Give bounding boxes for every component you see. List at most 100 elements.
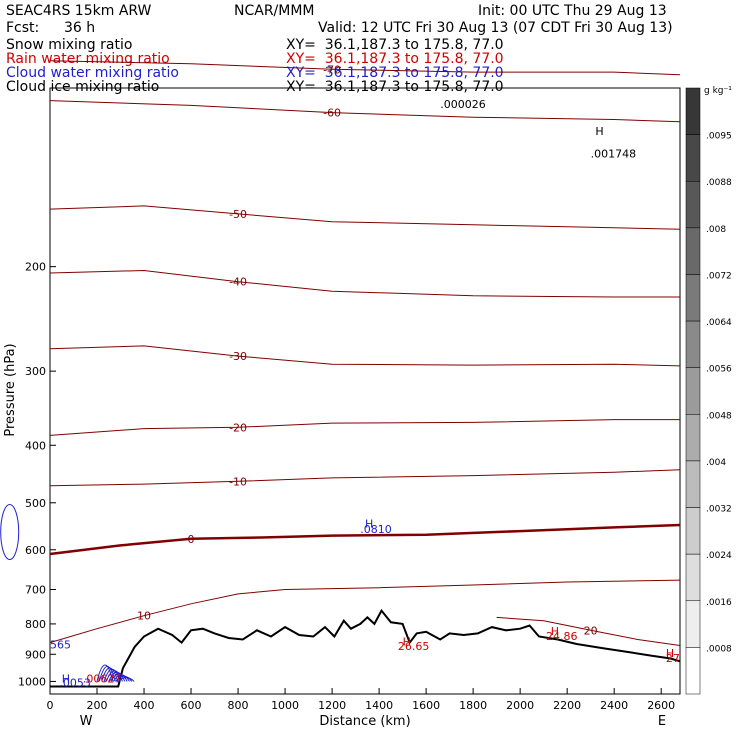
- y-tick-label: 900: [25, 648, 46, 661]
- contour-label: -20: [229, 421, 247, 434]
- colorbar-label: .0064: [706, 318, 732, 328]
- colorbar-label: .0048: [706, 411, 732, 421]
- field-name-cloudwater: Cloud water mixing ratio: [6, 65, 179, 81]
- cloud-contour: [110, 672, 128, 682]
- y-tick-label: 700: [25, 584, 46, 597]
- cloud-contour: [0, 503, 20, 560]
- y-tick-label: 600: [25, 544, 46, 557]
- colorbar-swatch: [685, 180, 701, 229]
- dir-east: E: [658, 714, 666, 729]
- colorbar-label: .0032: [706, 505, 732, 515]
- colorbar-label: .0095: [706, 132, 732, 142]
- colorbar-label: .0008: [706, 644, 732, 654]
- x-tick-label: 2600: [647, 699, 675, 712]
- annotations: .000026H.001748H.0810H26.65H24.86H27565H…: [50, 98, 680, 690]
- contour-label: 20: [584, 624, 598, 637]
- valid-time: Valid: 12 UTC Fri 30 Aug 13 (07 CDT Fri …: [318, 20, 673, 36]
- contour-label: 0: [188, 533, 195, 546]
- annotation-label: 24.86: [546, 630, 578, 643]
- y-tick-label: 500: [25, 497, 46, 510]
- cloud-contours: [0, 503, 135, 682]
- y-axis-label: Pressure (hPa): [3, 343, 18, 436]
- contour-line: [49, 523, 681, 556]
- x-tick-label: 0: [47, 699, 54, 712]
- y-tick-label: 300: [25, 365, 46, 378]
- annotation-label: H: [62, 673, 70, 686]
- fcst-label: Fcst:: [6, 20, 40, 36]
- dir-west: W: [80, 714, 93, 729]
- annotation-label: .0053: [59, 677, 91, 690]
- x-tick-label: 1600: [412, 699, 440, 712]
- x-tick-label: 800: [228, 699, 249, 712]
- colorbar-swatch: [685, 414, 701, 462]
- x-tick-label: 2400: [600, 699, 628, 712]
- cloud-contour: [113, 674, 130, 682]
- annotation-label: .000026: [440, 98, 486, 111]
- fcst-value: 36 h: [64, 20, 96, 36]
- annotation-label: H: [365, 517, 373, 530]
- contour-line: [49, 579, 681, 644]
- contour-label: -50: [229, 208, 247, 221]
- annotation-label: .001748: [591, 148, 637, 161]
- x-axis: 0 200 400 600 800 1000 1200 1400 1600 1800 2000 220…: [47, 688, 675, 712]
- cloud-contour: [117, 677, 135, 682]
- cloud-contour: [115, 675, 133, 682]
- contour-line: [49, 60, 681, 76]
- colorbar-swatch: [685, 274, 701, 322]
- y-tick-label: 400: [25, 439, 46, 452]
- temperature-contours: -70 -60 -50 -40 -30 -20 -10 0 10 20: [49, 60, 681, 646]
- cloud-contour: [105, 670, 123, 682]
- x-tick-label: 1200: [318, 699, 346, 712]
- terrain-profile: [50, 608, 681, 688]
- contour-label: -60: [323, 107, 341, 120]
- colorbar-swatch: [685, 87, 701, 135]
- contour-line: [49, 345, 681, 367]
- x-tick-label: 1000: [271, 699, 299, 712]
- colorbar-swatch: [685, 647, 701, 695]
- contour-line: [49, 100, 681, 123]
- colorbar: .0095 .0088 .008 .0072 .0064 .0056 .0048 .004 .0…: [685, 87, 732, 695]
- colorbar-swatch: [685, 553, 701, 602]
- contour-line: [496, 616, 681, 646]
- plot-area: [49, 87, 681, 695]
- annotation-label: 27: [666, 652, 680, 665]
- contour-line: [49, 469, 681, 487]
- field-name-cloudice: Cloud ice mixing ratio: [6, 79, 160, 95]
- contour-label: -30: [229, 350, 247, 363]
- contour-line: [49, 419, 680, 436]
- org-title: NCAR/MMM: [234, 3, 315, 19]
- annotation-label: .0810: [360, 523, 392, 536]
- y-tick-label: 1000: [18, 675, 46, 688]
- annotation-label: H: [595, 125, 603, 138]
- cloud-contour: [108, 671, 126, 682]
- colorbar-label: .0072: [706, 271, 732, 281]
- colorbar-swatch: [685, 600, 701, 648]
- y-tick-label: 800: [25, 618, 46, 631]
- annotation-label: H: [666, 647, 674, 660]
- contour-label: -40: [229, 276, 247, 289]
- colorbar-label: .0024: [706, 551, 732, 561]
- field-xy-cloudice: XY= 36.1,187.3 to 175.8, 77.0: [286, 79, 504, 95]
- annotation-label: 26.65: [398, 640, 430, 653]
- x-axis-label: Distance (km): [319, 714, 410, 729]
- annotation-label: H: [403, 636, 411, 649]
- colorbar-label: .0056: [706, 365, 732, 375]
- colorbar-label: .0016: [706, 598, 732, 608]
- x-tick-label: 2000: [506, 699, 534, 712]
- colorbar-label: .0088: [706, 178, 732, 188]
- colorbar-swatch: [685, 507, 701, 555]
- field-xy-cloudwater: XY= 36.1,187.3 to 175.8, 77.0: [286, 65, 504, 81]
- annotation-label: 565: [50, 638, 71, 651]
- field-xy-rain: XY= 36.1,187.3 to 175.8, 77.0: [286, 51, 504, 67]
- x-tick-label: 400: [134, 699, 155, 712]
- contour-label: 10: [137, 610, 151, 623]
- x-tick-label: 1400: [365, 699, 393, 712]
- terrain-line: [50, 608, 681, 688]
- x-tick-label: 2200: [553, 699, 581, 712]
- colorbar-label: .008: [706, 225, 726, 235]
- y-axis: 200 300 400 500 600 700 800 900 1000: [18, 261, 56, 688]
- annotation-label: .00627: [83, 673, 122, 686]
- colorbar-unit: g kg⁻¹: [704, 86, 732, 96]
- colorbar-swatch: [685, 227, 701, 275]
